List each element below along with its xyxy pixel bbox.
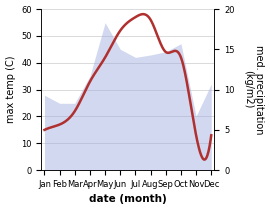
X-axis label: date (month): date (month) bbox=[89, 194, 167, 205]
Y-axis label: max temp (C): max temp (C) bbox=[6, 56, 16, 123]
Y-axis label: med. precipitation
(kg/m2): med. precipitation (kg/m2) bbox=[243, 45, 264, 134]
